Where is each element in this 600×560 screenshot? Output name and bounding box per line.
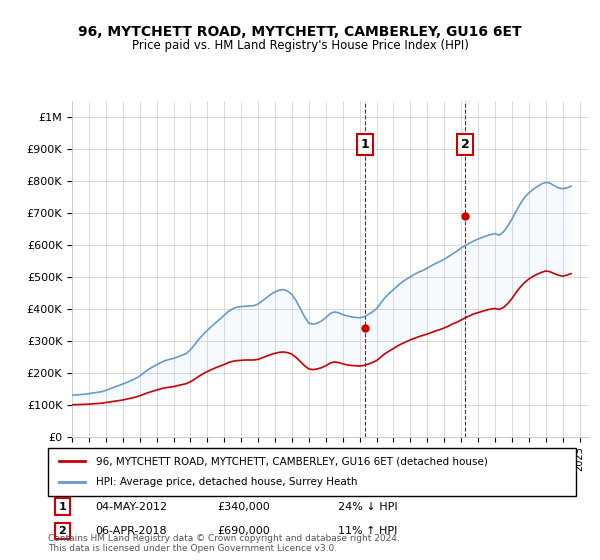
Text: 06-APR-2018: 06-APR-2018	[95, 526, 167, 536]
Text: 11% ↑ HPI: 11% ↑ HPI	[338, 526, 398, 536]
Text: 96, MYTCHETT ROAD, MYTCHETT, CAMBERLEY, GU16 6ET (detached house): 96, MYTCHETT ROAD, MYTCHETT, CAMBERLEY, …	[95, 456, 487, 466]
Text: 24% ↓ HPI: 24% ↓ HPI	[338, 502, 398, 512]
Text: 04-MAY-2012: 04-MAY-2012	[95, 502, 167, 512]
Text: 2: 2	[461, 138, 470, 151]
Text: 2: 2	[59, 526, 67, 536]
Text: £340,000: £340,000	[217, 502, 270, 512]
Text: 96, MYTCHETT ROAD, MYTCHETT, CAMBERLEY, GU16 6ET: 96, MYTCHETT ROAD, MYTCHETT, CAMBERLEY, …	[78, 25, 522, 39]
Text: £690,000: £690,000	[217, 526, 270, 536]
Text: Contains HM Land Registry data © Crown copyright and database right 2024.
This d: Contains HM Land Registry data © Crown c…	[48, 534, 400, 553]
Text: Price paid vs. HM Land Registry's House Price Index (HPI): Price paid vs. HM Land Registry's House …	[131, 39, 469, 52]
Text: HPI: Average price, detached house, Surrey Heath: HPI: Average price, detached house, Surr…	[95, 477, 357, 487]
Text: 1: 1	[361, 138, 370, 151]
FancyBboxPatch shape	[48, 448, 576, 496]
Text: 1: 1	[59, 502, 67, 512]
